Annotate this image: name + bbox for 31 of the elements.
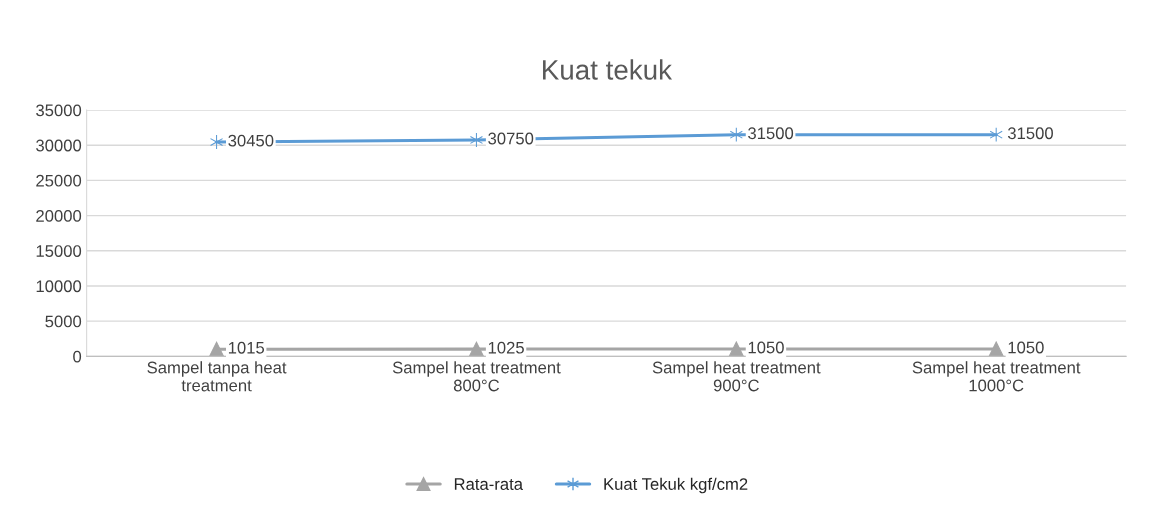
data-label: 1015	[228, 341, 265, 354]
data-label: 30750	[488, 132, 534, 145]
x-tick-label: Sampel tanpa heat treatment	[147, 361, 287, 392]
y-tick-label: 25000	[36, 174, 82, 187]
data-label: 1025	[488, 341, 524, 354]
x-tick-label: Sampel heat treatment 1000°C	[912, 361, 1081, 392]
point	[729, 127, 743, 143]
y-tick-label: 5000	[45, 315, 82, 328]
y-tick-label: 15000	[36, 245, 82, 257]
point	[989, 127, 1003, 143]
data-label: 31500	[748, 127, 794, 140]
point	[728, 341, 744, 357]
data-label: 31500	[1007, 127, 1053, 140]
chart-title: Kuat tekuk	[543, 59, 673, 80]
data-label: 1050	[748, 341, 784, 354]
point	[210, 134, 224, 150]
y-tick-label: 30000	[36, 139, 82, 152]
y-tick-label: 10000	[36, 280, 82, 293]
x-tick-label: Sampel heat treatment 800°C	[392, 361, 561, 392]
legend-label: Kuat Tekuk kgf/cm2	[604, 477, 748, 494]
point	[469, 132, 483, 148]
legend-label: Rata-rata	[454, 478, 524, 490]
data-label: 1050	[1008, 341, 1044, 354]
point	[209, 341, 225, 357]
x-tick-label: Sampel heat treatment 900°C	[652, 361, 821, 392]
y-tick-label: 35000	[36, 104, 82, 117]
point	[468, 341, 484, 357]
y-tick-label: 0	[73, 350, 82, 363]
data-label: 30450	[228, 134, 274, 147]
y-tick-label: 20000	[36, 209, 82, 222]
point	[988, 341, 1004, 357]
